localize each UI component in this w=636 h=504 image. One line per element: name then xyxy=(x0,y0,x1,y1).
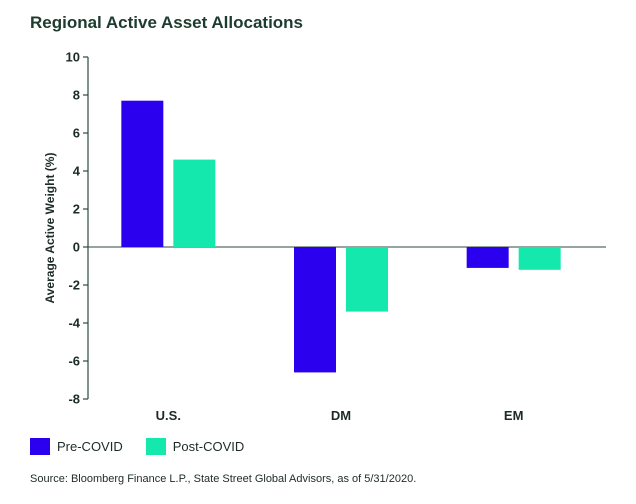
y-tick-label: -6 xyxy=(68,354,80,369)
legend-swatch-pre-covid xyxy=(30,438,50,455)
legend-item-post-covid: Post-COVID xyxy=(145,438,245,455)
y-tick-label: 8 xyxy=(73,88,80,103)
bar-post-covid-us xyxy=(173,159,216,247)
legend: Pre-COVID Post-COVID xyxy=(30,438,267,455)
source-note: Source: Bloomberg Finance L.P., State St… xyxy=(30,473,417,485)
bar-pre-covid-dm xyxy=(294,247,336,373)
x-category-label: DM xyxy=(331,408,351,423)
chart-title: Regional Active Asset Allocations xyxy=(30,13,304,32)
y-axis-label: Average Active Weight (%) xyxy=(43,153,57,304)
y-tick-label: 10 xyxy=(66,50,80,65)
x-category-label: EM xyxy=(504,408,524,423)
bar-post-covid-em xyxy=(518,247,561,270)
bar-post-covid-dm xyxy=(346,247,388,312)
y-tick-label: 6 xyxy=(73,126,80,141)
legend-label-pre-covid: Pre-COVID xyxy=(57,439,123,454)
legend-item-pre-covid: Pre-COVID xyxy=(30,438,123,455)
y-tick-label: 2 xyxy=(73,202,80,217)
y-tick-label: 0 xyxy=(73,240,80,255)
bars xyxy=(121,100,561,373)
legend-swatch-post-covid xyxy=(145,438,166,455)
bar-pre-covid-em xyxy=(466,247,509,268)
y-tick-label: 4 xyxy=(73,164,81,179)
x-axis-labels: U.S. DM EM xyxy=(156,408,524,423)
x-category-label: U.S. xyxy=(156,408,181,423)
y-tick-label: -4 xyxy=(68,316,80,331)
y-tick-label: -8 xyxy=(68,392,80,407)
bar-chart: 10 8 6 4 2 0 -2 -4 -6 -8 U.S. DM EM Average Active … xyxy=(43,50,606,423)
y-tick-label: -2 xyxy=(68,278,80,293)
legend-label-post-covid: Post-COVID xyxy=(172,439,245,454)
bar-pre-covid-us xyxy=(121,100,164,247)
